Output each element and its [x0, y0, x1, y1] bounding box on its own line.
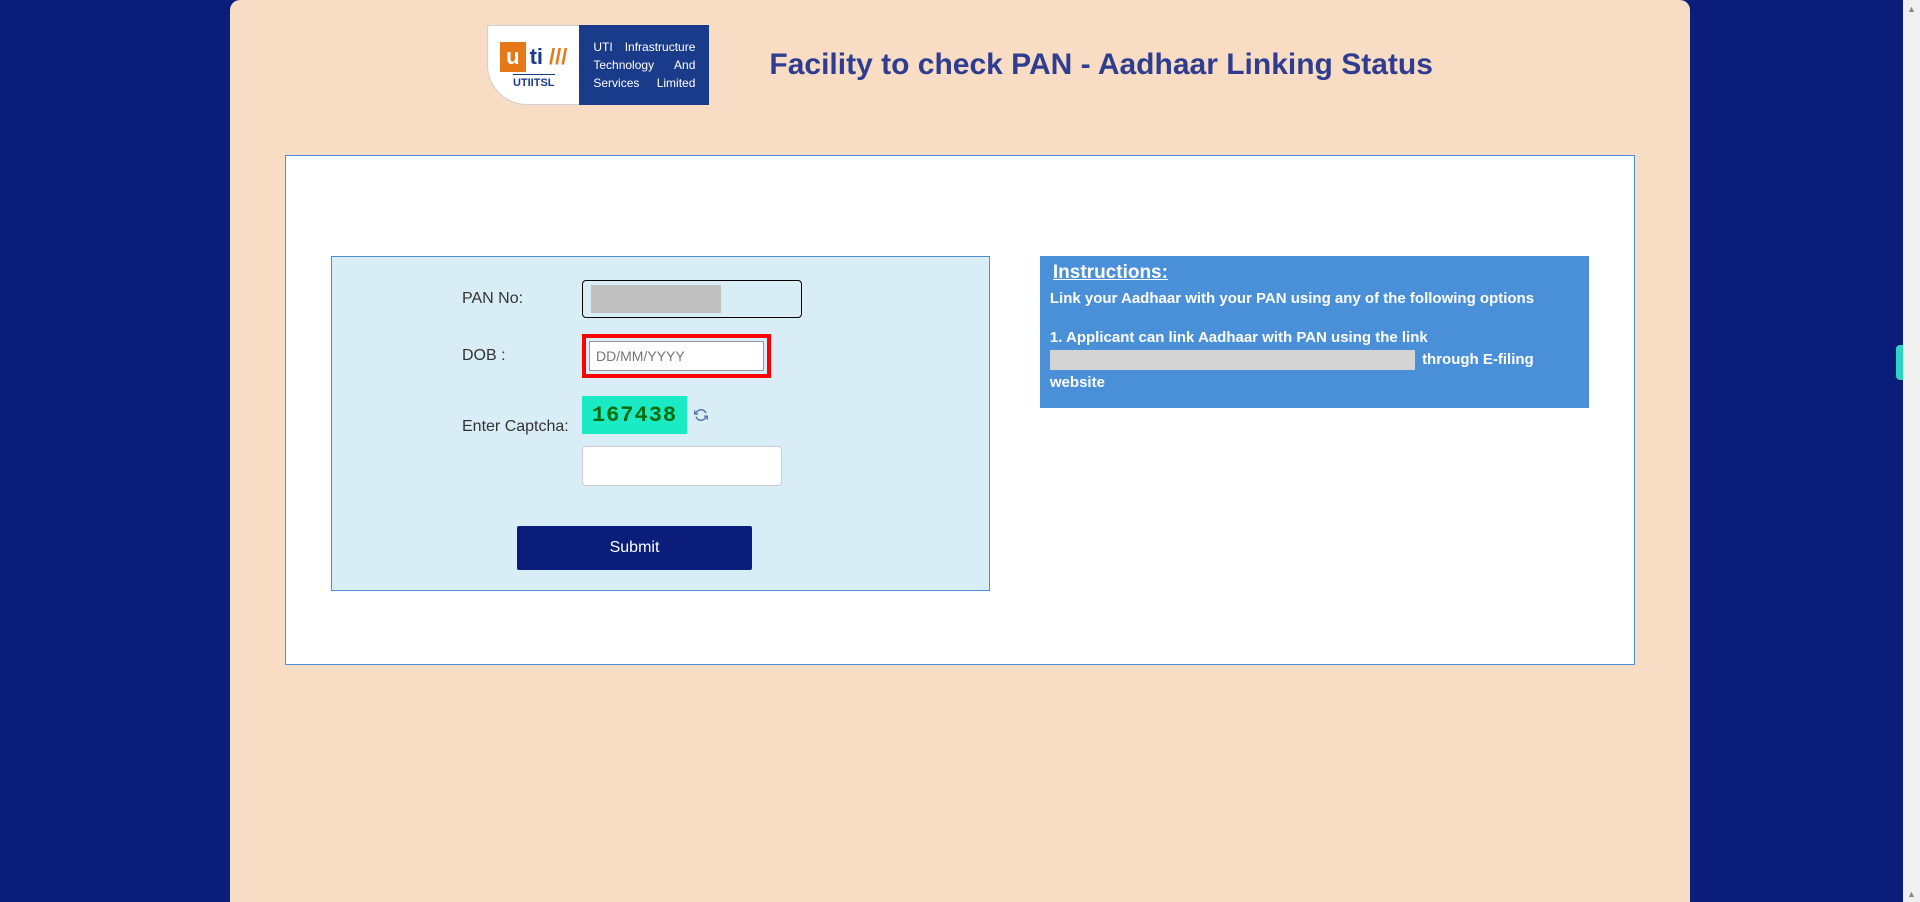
- logo-tagline: UTI Infrastructure Technology And Servic…: [579, 25, 709, 105]
- dob-input[interactable]: [589, 341, 764, 371]
- instructions-panel: Instructions: Link your Aadhaar with you…: [1040, 256, 1589, 408]
- logo-tagline-line2: Technology And: [593, 56, 695, 74]
- logo-slash-icon: ///: [549, 44, 567, 70]
- pan-label: PAN No:: [462, 290, 582, 308]
- dob-row: DOB :: [462, 326, 989, 386]
- pan-row: PAN No:: [462, 272, 989, 326]
- captcha-input[interactable]: [582, 446, 782, 486]
- scrollbar-up-icon[interactable]: ▲: [1903, 0, 1920, 17]
- logo-tagline-line1: UTI Infrastructure: [593, 38, 695, 56]
- logo-tagline-line3: Services Limited: [593, 74, 695, 92]
- instruction-1-prefix: 1. Applicant can link Aadhaar with PAN u…: [1050, 329, 1428, 346]
- dob-label: DOB :: [462, 347, 582, 365]
- logo-left: u ti /// UTIITSL: [487, 25, 579, 105]
- pan-input[interactable]: [582, 280, 802, 318]
- logo-container: u ti /// UTIITSL UTI Infrastructure Tech…: [487, 25, 709, 105]
- page-title: Facility to check PAN - Aadhaar Linking …: [769, 48, 1432, 82]
- dob-highlight-box: [582, 334, 771, 378]
- captcha-image-row: 167438: [582, 396, 782, 434]
- header-section: u ti /// UTIITSL UTI Infrastructure Tech…: [230, 5, 1690, 125]
- submit-row: Submit: [517, 496, 989, 575]
- scrollbar[interactable]: ▲ ▲: [1903, 0, 1920, 902]
- submit-button[interactable]: Submit: [517, 526, 752, 570]
- scrollbar-down-icon[interactable]: ▲: [1903, 885, 1920, 902]
- page-container: u ti /// UTIITSL UTI Infrastructure Tech…: [230, 0, 1690, 902]
- side-tab[interactable]: [1896, 345, 1903, 380]
- content-wrapper: PAN No: DOB : Enter Captcha: 167438: [285, 155, 1635, 665]
- instruction-1-link[interactable]: [1050, 350, 1415, 370]
- pan-input-mask: [591, 285, 721, 313]
- instructions-title: Instructions:: [1050, 262, 1579, 284]
- refresh-captcha-icon[interactable]: [693, 407, 709, 423]
- captcha-label: Enter Captcha:: [462, 396, 582, 436]
- instruction-item-1: 1. Applicant can link Aadhaar with PAN u…: [1050, 327, 1579, 395]
- captcha-image: 167438: [582, 396, 687, 434]
- logo-bottom-text: UTIITSL: [513, 74, 555, 89]
- captcha-controls: 167438: [582, 396, 782, 486]
- captcha-row: Enter Captcha: 167438: [462, 386, 989, 496]
- logo-u-text: u: [500, 42, 525, 72]
- form-panel: PAN No: DOB : Enter Captcha: 167438: [331, 256, 990, 591]
- logo-brand-icon: u ti ///: [500, 42, 567, 72]
- instructions-intro: Link your Aadhaar with your PAN using an…: [1050, 288, 1579, 311]
- logo-ti-text: ti: [530, 44, 543, 70]
